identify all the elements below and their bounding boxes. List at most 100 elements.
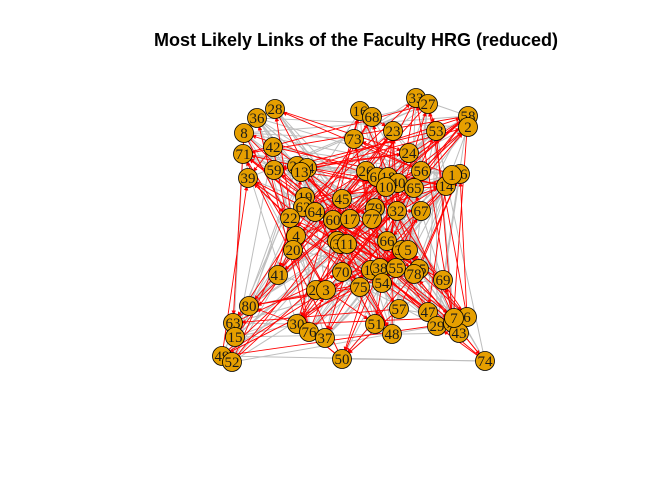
node-circle <box>444 308 464 328</box>
node-label: 53 <box>429 124 444 140</box>
node-circle <box>399 143 419 163</box>
node-42: 42 <box>263 137 283 157</box>
edge-link <box>248 243 341 307</box>
node-label: 2 <box>464 120 472 136</box>
node-68: 68 <box>362 107 382 127</box>
node-label: 66 <box>380 234 396 250</box>
node-47: 47 <box>418 302 438 322</box>
node-circle <box>233 144 253 164</box>
edge-link <box>304 103 429 198</box>
node-label: 50 <box>335 352 350 368</box>
node-78: 78 <box>404 264 424 284</box>
node-circle <box>365 314 385 334</box>
node-5: 5 <box>398 240 418 260</box>
node-label: 45 <box>335 192 350 208</box>
node-55: 55 <box>386 258 406 278</box>
node-circle <box>377 231 397 251</box>
node-circle <box>268 265 288 285</box>
node-53: 53 <box>426 121 446 141</box>
node-circle <box>283 240 303 260</box>
edge-likely-link <box>347 273 415 353</box>
node-label: 52 <box>225 355 240 371</box>
edge-likely-link <box>274 108 402 152</box>
node-circle <box>280 208 300 228</box>
node-label: 80 <box>242 299 257 315</box>
node-label: 60 <box>326 213 341 229</box>
edge-link <box>231 165 298 363</box>
node-label: 57 <box>392 302 408 318</box>
node-69: 69 <box>433 270 453 290</box>
node-circle <box>291 162 311 182</box>
node-label: 65 <box>407 181 422 197</box>
node-label: 22 <box>283 211 298 227</box>
node-29: 29 <box>427 316 447 336</box>
edge-likely-link <box>229 322 454 357</box>
node-label: 4 <box>292 229 300 245</box>
node-37: 37 <box>315 328 335 348</box>
node-1: 1 <box>442 165 462 185</box>
node-circle <box>332 262 352 282</box>
plot-title: Most Likely Links of the Faculty HRG (re… <box>153 30 559 50</box>
node-label: 69 <box>436 273 451 289</box>
node-65: 65 <box>404 178 424 198</box>
node-label: 68 <box>365 110 380 126</box>
node-circle <box>340 209 360 229</box>
node-label: 37 <box>318 331 334 347</box>
node-64: 64 <box>305 202 325 222</box>
node-label: 71 <box>236 147 251 163</box>
node-74: 74 <box>475 351 495 371</box>
edge-likely-link <box>397 131 462 184</box>
edge-likely-link <box>243 132 323 283</box>
node-label: 77 <box>365 212 381 228</box>
node-label: 38 <box>373 261 388 277</box>
node-circle <box>315 328 335 348</box>
node-circle <box>337 234 357 254</box>
node-circle <box>382 324 402 344</box>
node-label: 73 <box>347 132 362 148</box>
node-3: 3 <box>316 280 336 300</box>
edge-likely-link <box>427 185 447 305</box>
node-52: 52 <box>222 352 242 372</box>
node-label: 36 <box>250 111 266 127</box>
node-label: 47 <box>421 305 437 321</box>
node-80: 80 <box>239 296 259 316</box>
node-67: 67 <box>411 201 431 221</box>
edge-likely-link <box>347 126 469 266</box>
node-label: 17 <box>343 212 359 228</box>
nodes-layer: 2836842715939166873233327585322421442661… <box>212 88 495 372</box>
node-circle <box>238 168 258 188</box>
node-71: 71 <box>233 144 253 164</box>
node-circle <box>239 296 259 316</box>
node-circle <box>344 129 364 149</box>
node-39: 39 <box>238 168 258 188</box>
node-circle <box>316 280 336 300</box>
edge-link <box>256 117 294 251</box>
edge-likely-link <box>308 179 455 333</box>
edge-likely-link <box>370 177 468 318</box>
node-label: 51 <box>368 317 383 333</box>
node-label: 48 <box>385 327 400 343</box>
node-28: 28 <box>265 99 285 119</box>
node-circle <box>398 240 418 260</box>
node-59: 59 <box>264 160 284 180</box>
node-circle <box>475 351 495 371</box>
node-label: 8 <box>240 126 248 142</box>
node-label: 29 <box>430 319 445 335</box>
node-label: 76 <box>302 325 318 341</box>
node-label: 7 <box>450 311 458 327</box>
node-label: 10 <box>379 180 394 196</box>
node-66: 66 <box>377 231 397 251</box>
edge-likely-link <box>338 225 460 334</box>
edge-link <box>341 115 469 360</box>
node-75: 75 <box>350 277 370 297</box>
node-circle <box>418 302 438 322</box>
node-51: 51 <box>365 314 385 334</box>
node-circle <box>332 189 352 209</box>
node-label: 5 <box>404 243 412 259</box>
node-27: 27 <box>418 94 438 114</box>
node-circle <box>362 209 382 229</box>
node-label: 42 <box>266 140 281 156</box>
node-circle <box>383 121 403 141</box>
node-label: 54 <box>375 276 391 292</box>
